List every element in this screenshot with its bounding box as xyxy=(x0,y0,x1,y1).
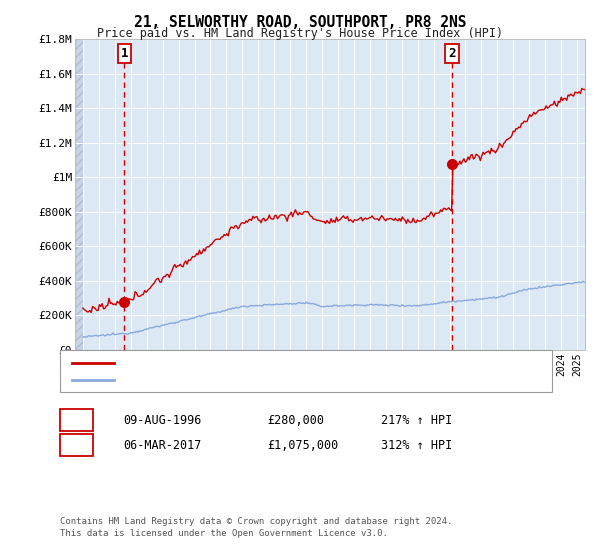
Text: 312% ↑ HPI: 312% ↑ HPI xyxy=(381,438,452,452)
Text: 21, SELWORTHY ROAD, SOUTHPORT, PR8 2NS: 21, SELWORTHY ROAD, SOUTHPORT, PR8 2NS xyxy=(134,15,466,30)
Text: £280,000: £280,000 xyxy=(267,413,324,427)
Text: 06-MAR-2017: 06-MAR-2017 xyxy=(123,438,202,452)
Text: 2: 2 xyxy=(73,438,80,452)
Text: Contains HM Land Registry data © Crown copyright and database right 2024.: Contains HM Land Registry data © Crown c… xyxy=(60,517,452,526)
Text: 21, SELWORTHY ROAD, SOUTHPORT, PR8 2NS (detached house): 21, SELWORTHY ROAD, SOUTHPORT, PR8 2NS (… xyxy=(123,358,467,368)
Text: £1,075,000: £1,075,000 xyxy=(267,438,338,452)
Text: 2: 2 xyxy=(448,47,456,60)
Text: This data is licensed under the Open Government Licence v3.0.: This data is licensed under the Open Gov… xyxy=(60,529,388,538)
Text: Price paid vs. HM Land Registry's House Price Index (HPI): Price paid vs. HM Land Registry's House … xyxy=(97,27,503,40)
Text: 217% ↑ HPI: 217% ↑ HPI xyxy=(381,413,452,427)
Text: HPI: Average price, detached house, Sefton: HPI: Average price, detached house, Seft… xyxy=(123,375,386,385)
Text: 1: 1 xyxy=(121,47,128,60)
Text: 1: 1 xyxy=(73,413,80,427)
Text: 09-AUG-1996: 09-AUG-1996 xyxy=(123,413,202,427)
